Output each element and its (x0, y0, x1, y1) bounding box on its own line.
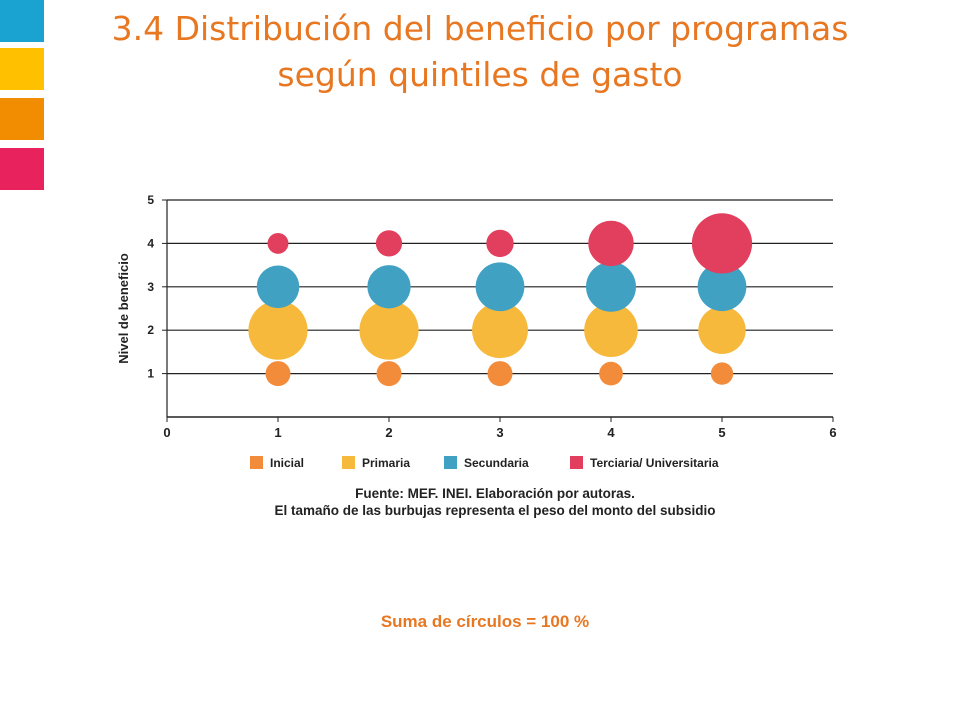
chart-source: Fuente: MEF. INEI. Elaboración por autor… (150, 485, 840, 519)
bubble-terciaria (588, 220, 634, 267)
slide-title-line2: según quintiles de gasto (277, 55, 683, 94)
legend-swatch (342, 456, 355, 469)
x-tick-label: 0 (163, 425, 170, 440)
sum-note: Suma de círculos = 100 % (380, 612, 590, 631)
y-tick-label: 2 (147, 323, 154, 337)
bubble-terciaria (691, 213, 753, 274)
bubble-inicial (599, 361, 623, 386)
source-line: Fuente: MEF. INEI. Elaboración por autor… (355, 486, 635, 501)
legend-label: Terciaria/ Universitaria (590, 456, 719, 470)
bubble-terciaria (267, 232, 289, 254)
bubble-secundaria (475, 262, 525, 312)
bubble-secundaria (586, 261, 636, 312)
bubble-terciaria (486, 229, 514, 258)
bubble-inicial (710, 362, 734, 385)
accent-bar-orange (0, 98, 44, 140)
bubble-inicial (265, 361, 291, 387)
bubble-primaria (248, 300, 308, 360)
accent-bar-pink (0, 148, 44, 190)
bubble-terciaria (375, 230, 403, 257)
bubble-size-note: El tamaño de las burbujas representa el … (274, 503, 716, 518)
legend-swatch (570, 456, 583, 469)
bubble-inicial (487, 361, 513, 387)
y-tick-label: 1 (147, 367, 154, 381)
accent-bar-blue (0, 0, 44, 42)
bubble-primaria (584, 303, 638, 358)
y-tick-label: 5 (147, 193, 154, 207)
x-tick-label: 5 (718, 425, 725, 440)
bubble-inicial (376, 361, 402, 387)
bubble-secundaria (367, 265, 411, 309)
x-tick-label: 2 (385, 425, 392, 440)
legend-label: Inicial (270, 456, 304, 470)
bubble-primaria (359, 300, 419, 360)
x-tick-label: 1 (274, 425, 281, 440)
slide-title: 3.4 Distribución del beneficio por progr… (60, 6, 900, 98)
bubble-primaria (698, 306, 746, 354)
y-axis-label: Nivel de beneficio (116, 253, 131, 364)
x-tick-label: 4 (607, 425, 615, 440)
bubble-secundaria (697, 262, 747, 312)
x-tick-label: 6 (829, 425, 836, 440)
x-tick-label: 3 (496, 425, 503, 440)
accent-bar-yellow (0, 48, 44, 90)
legend-label: Primaria (362, 456, 410, 470)
legend-swatch (250, 456, 263, 469)
slide-title-line1: 3.4 Distribución del beneficio por progr… (111, 9, 849, 48)
legend-swatch (444, 456, 457, 469)
y-tick-label: 3 (147, 280, 154, 294)
bubble-secundaria (256, 265, 300, 309)
legend-label: Secundaria (464, 456, 529, 470)
y-tick-label: 4 (147, 236, 154, 250)
bubble-chart: 1 2 3 4 5 0 1 2 3 4 5 6 Nivel de beneficio Inicial Pri… (116, 193, 837, 470)
bubble-primaria (472, 302, 528, 359)
